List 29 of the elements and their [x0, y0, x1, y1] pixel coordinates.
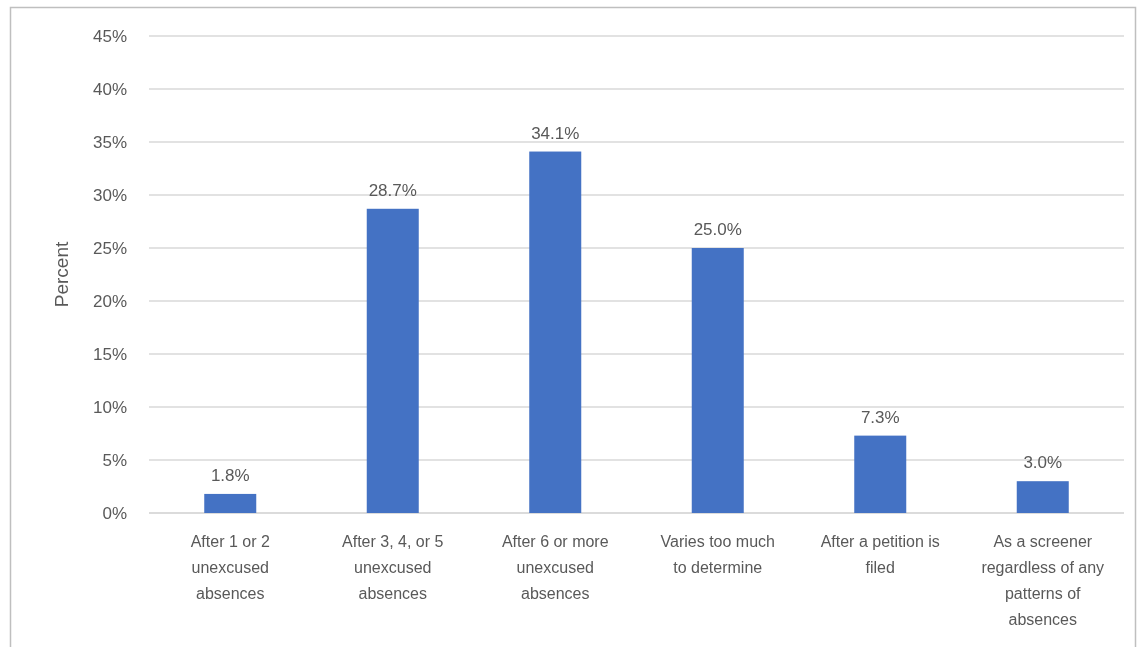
- data-label: 1.8%: [210, 465, 250, 485]
- data-label: 25.0%: [693, 220, 742, 239]
- x-tick-label: After 3, 4, or 5 unexcused absences: [342, 533, 444, 602]
- bar: [691, 248, 744, 513]
- x-tick-label: After 1 or 2 unexcused absences: [190, 533, 270, 602]
- y-tick-label: 30%: [92, 185, 127, 205]
- y-tick-label: 0%: [102, 503, 127, 523]
- y-tick-label: 35%: [92, 132, 127, 152]
- y-tick-label: 45%: [92, 26, 127, 46]
- x-tick-label: After 6 or more unexcused absences: [501, 533, 609, 602]
- bar: [1016, 481, 1069, 513]
- y-tick-label: 40%: [92, 79, 127, 99]
- bar: [204, 493, 257, 513]
- y-tick-label: 10%: [92, 397, 127, 417]
- y-tick-label: 15%: [92, 344, 127, 364]
- x-tick-label: Varies too much to determine: [660, 533, 775, 576]
- y-axis-title: Percent: [51, 241, 72, 308]
- bar: [854, 435, 907, 513]
- x-tick-label: After a petition is filed: [820, 533, 940, 576]
- data-label: 3.0%: [1023, 453, 1063, 473]
- bar: [366, 208, 419, 513]
- data-label: 7.3%: [860, 407, 900, 427]
- y-tick-label: 20%: [92, 291, 127, 311]
- bar: [529, 151, 582, 513]
- y-tick-label: 25%: [92, 238, 127, 258]
- data-label: 28.7%: [368, 180, 417, 200]
- y-tick-label: 5%: [102, 450, 127, 470]
- x-tick-label: As a screener regardless of any patterns of absences: [981, 533, 1105, 628]
- data-label: 34.1%: [531, 123, 580, 143]
